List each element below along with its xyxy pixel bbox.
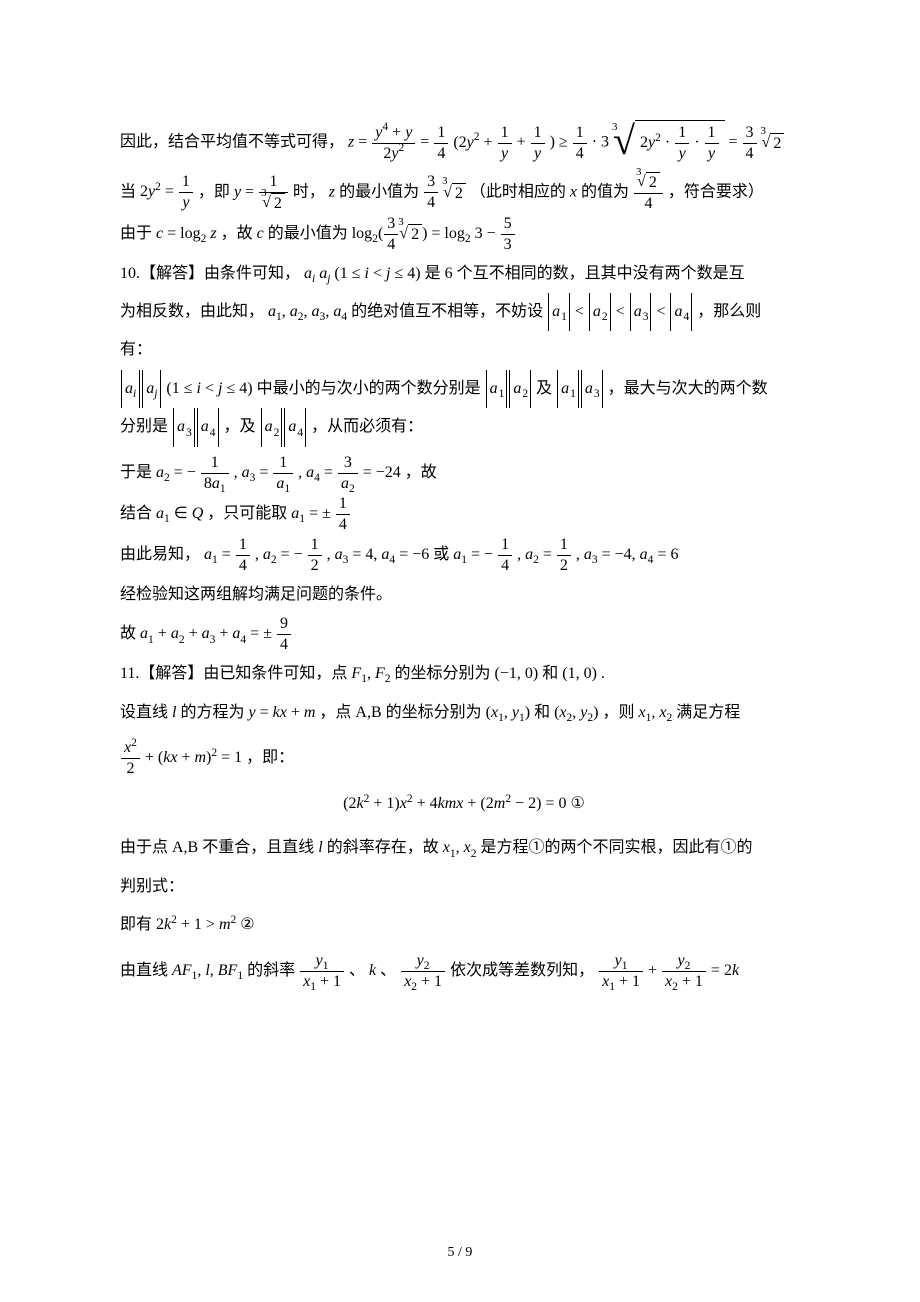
- paragraph-11-line-4: 由于点 A,B 不重合，且直线 l 的斜率存在，故 x1, x2 是方程①的两个…: [120, 829, 808, 867]
- paragraph-9-line-1: 因此，结合平均值不等式可得， z = y4 + y2y2 = 14 (2y2 +…: [120, 120, 808, 166]
- paragraph-11-line-5: 判别式：: [120, 868, 808, 906]
- paragraph-10-line-8: 由此易知， a1 = 14 , a2 = − 12 , a3 = 4, a4 =…: [120, 535, 808, 576]
- paragraph-10-line-6: 于是 a2 = − 18a1 , a3 = 1a1 , a4 = 3a2 = −…: [120, 453, 808, 494]
- paragraph-10-line-2: 为相反数，由此知， a1, a2, a3, a4 的绝对值互不相等，不妨设 a1…: [120, 293, 808, 332]
- paragraph-11-line-2: 设直线 l 的方程为 y = kx + m ，点 A,B 的坐标分别为 (x1,…: [120, 694, 808, 732]
- paragraph-10-line-7: 结合 a1 ∈ Q ，只可能取 a1 = ± 14: [120, 494, 808, 535]
- display-equation-1: (2k2 + 1)x2 + 4kmx + (2m2 − 2) = 0 ①: [120, 785, 808, 823]
- paragraph-11-eq-frac: x22 + (kx + m)2 = 1 ，即：: [120, 738, 808, 779]
- cube-root: 3√2y2 · 1y · 1y: [613, 120, 724, 166]
- page-number: 5 / 9: [120, 1236, 800, 1270]
- z-var: z: [348, 134, 354, 151]
- cube-root-2: 3√2: [762, 124, 785, 163]
- paragraph-11-line-1: 11.【解答】由已知条件可知，点 F1, F2 的坐标分别为 (−1, 0) 和…: [120, 655, 808, 693]
- paragraph-10-line-5: 分别是 a3a4 ，及 a2a4 ，从而必须有：: [120, 408, 808, 447]
- paragraph-10-line-1: 10.【解答】由条件可知， ai aj (1 ≤ i < j ≤ 4) 是 6 …: [120, 255, 808, 293]
- text: 因此，结合平均值不等式可得，: [120, 134, 344, 151]
- paragraph-9-line-3: 由于 c = log2 z ，故 c 的最小值为 log2(343√2) = l…: [120, 214, 808, 255]
- paragraph-10-line-3: 有：: [120, 331, 808, 369]
- paragraph-11-line-6: 即有 2k2 + 1 > m2 ②: [120, 906, 808, 944]
- paragraph-10-line-9: 经检验知这两组解均满足问题的条件。: [120, 576, 808, 614]
- paragraph-10-line-4: aiaj (1 ≤ i < j ≤ 4) 中最小的与次小的两个数分别是 a1a2…: [120, 370, 808, 409]
- paragraph-10-line-10: 故 a1 + a2 + a3 + a4 = ± 94: [120, 614, 808, 655]
- document-page: 因此，结合平均值不等式可得， z = y4 + y2y2 = 14 (2y2 +…: [0, 0, 920, 1302]
- paragraph-11-line-7: 由直线 AF1, l, BF1 的斜率 y1x1 + 1 、 k 、 y2x2 …: [120, 951, 808, 992]
- paragraph-9-line-2: 当 2y2 = 1y ，即 y = 13√2 时， z 的最小值为 34 3√2…: [120, 172, 808, 214]
